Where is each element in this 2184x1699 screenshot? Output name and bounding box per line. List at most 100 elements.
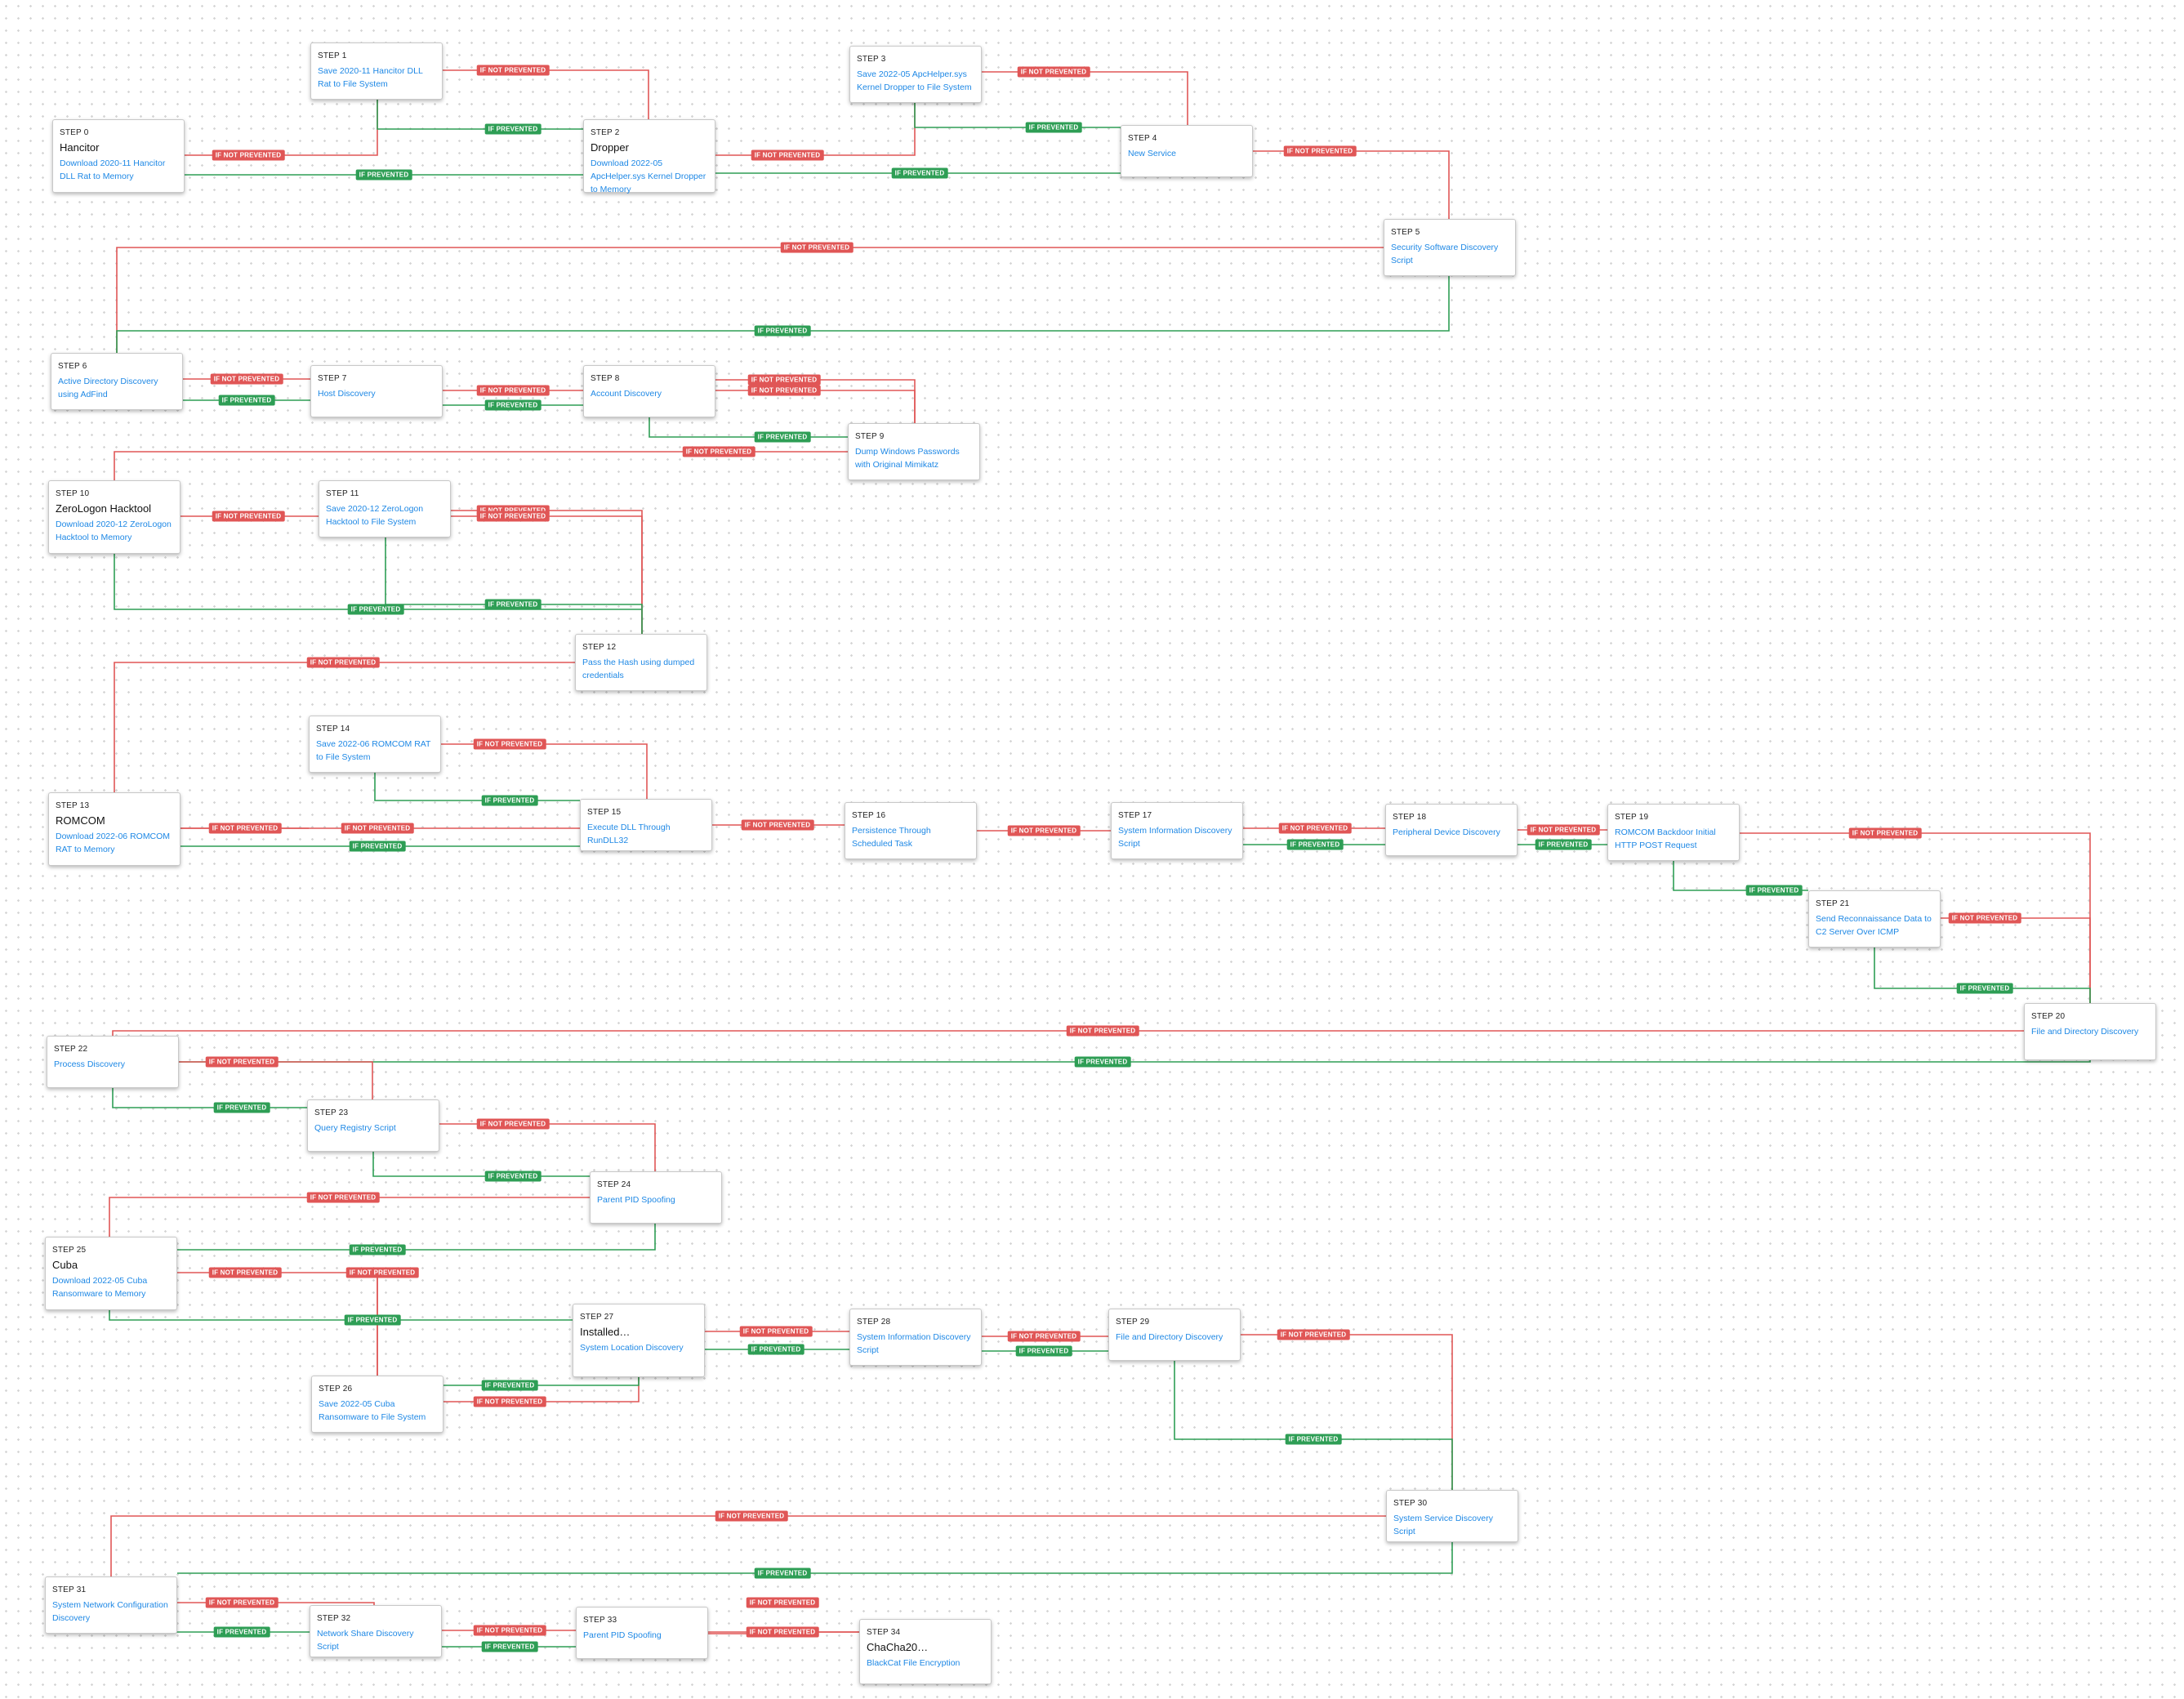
- step-node-24[interactable]: STEP 24 Parent PID Spoofing: [590, 1171, 722, 1224]
- step-number: STEP 7: [318, 374, 347, 383]
- step-description-link[interactable]: Download 2020-12 ZeroLogon Hacktool to M…: [56, 520, 172, 542]
- step-node-29[interactable]: STEP 29 File and Directory Discovery: [1108, 1309, 1241, 1361]
- step-description-link[interactable]: Download 2020-11 Hancitor DLL Rat to Mem…: [60, 158, 166, 181]
- step-node-19[interactable]: STEP 19 ROMCOM Backdoor Initial HTTP POST…: [1607, 804, 1740, 861]
- step-description-link[interactable]: Save 2022-05 ApcHelper.sys Kernel Droppe…: [857, 69, 972, 92]
- step-description-link[interactable]: Host Discovery: [318, 389, 376, 399]
- not-prevented-badge: IF NOT PREVENTED: [341, 823, 414, 834]
- step-description-link[interactable]: File and Directory Discovery: [1116, 1332, 1223, 1342]
- step-node-2[interactable]: STEP 2 Dropper Download 2022-05 ApcHelper.…: [583, 119, 715, 194]
- step-description-link[interactable]: Query Registry Script: [314, 1123, 396, 1133]
- step-description-link[interactable]: File and Directory Discovery: [2031, 1027, 2139, 1037]
- step-description-link[interactable]: Active Directory Discovery using AdFind: [58, 377, 158, 399]
- edge-s25-s27-prevented: [109, 1310, 573, 1321]
- step-number: STEP 19: [1615, 813, 1649, 822]
- not-prevented-badge: IF NOT PREVENTED: [1007, 1331, 1081, 1342]
- not-prevented-badge: IF NOT PREVENTED: [306, 657, 380, 668]
- not-prevented-badge: IF NOT PREVENTED: [780, 242, 854, 253]
- step-node-5[interactable]: STEP 5 Security Software Discovery Script: [1384, 219, 1516, 276]
- step-description-link[interactable]: Download 2022-05 ApcHelper.sys Kernel Dr…: [591, 158, 706, 194]
- step-node-1[interactable]: STEP 1 Save 2020-11 Hancitor DLL Rat to F…: [310, 42, 443, 100]
- step-node-15[interactable]: STEP 15 Execute DLL Through RunDLL32: [580, 799, 712, 851]
- step-node-23[interactable]: STEP 23 Query Registry Script: [307, 1099, 439, 1152]
- step-node-28[interactable]: STEP 28 System Information Discovery Scri…: [849, 1309, 982, 1366]
- step-description-link[interactable]: Pass the Hash using dumped credentials: [582, 658, 695, 680]
- step-node-8[interactable]: STEP 8 Account Discovery: [583, 365, 715, 417]
- step-description-link[interactable]: Persistence Through Scheduled Task: [852, 826, 931, 849]
- not-prevented-badge: IF NOT PREVENTED: [205, 1597, 279, 1608]
- step-node-31[interactable]: STEP 31 System Network Configuration Disc…: [45, 1576, 177, 1634]
- step-number: STEP 23: [314, 1108, 349, 1117]
- step-description-link[interactable]: Parent PID Spoofing: [583, 1630, 662, 1640]
- prevented-badge: IF PREVENTED: [1074, 1056, 1131, 1068]
- step-description-link[interactable]: Send Reconnaissance Data to C2 Server Ov…: [1816, 914, 1932, 937]
- step-node-32[interactable]: STEP 32 Network Share Discovery Script: [310, 1605, 442, 1657]
- step-description-link[interactable]: System Information Discovery Script: [857, 1332, 971, 1355]
- step-description-link[interactable]: New Service: [1128, 149, 1176, 158]
- step-description-link[interactable]: Execute DLL Through RunDLL32: [587, 823, 671, 845]
- step-description-link[interactable]: Download 2022-06 ROMCOM RAT to Memory: [56, 832, 171, 854]
- step-description-link[interactable]: System Network Configuration Discovery: [52, 1600, 168, 1623]
- step-description-link[interactable]: Peripheral Device Discovery: [1393, 827, 1500, 837]
- not-prevented-badge: IF NOT PREVENTED: [476, 1118, 550, 1130]
- prevented-badge: IF PREVENTED: [1286, 839, 1344, 850]
- step-node-11[interactable]: STEP 11 Save 2020-12 ZeroLogon Hacktool t…: [319, 480, 451, 537]
- step-title: Dropper: [591, 141, 629, 154]
- step-node-20[interactable]: STEP 20 File and Directory Discovery: [2024, 1003, 2156, 1060]
- prevented-badge: IF PREVENTED: [747, 1344, 805, 1355]
- step-description-link[interactable]: Account Discovery: [591, 389, 662, 399]
- step-description-link[interactable]: System Location Discovery: [580, 1343, 684, 1353]
- step-description-link[interactable]: Parent PID Spoofing: [597, 1195, 675, 1205]
- step-description-link[interactable]: System Information Discovery Script: [1118, 826, 1232, 849]
- step-description-link[interactable]: Security Software Discovery Script: [1391, 243, 1499, 265]
- step-number: STEP 18: [1393, 813, 1427, 822]
- step-description-link[interactable]: Download 2022-05 Cuba Ransomware to Memo…: [52, 1276, 148, 1299]
- step-description-link[interactable]: BlackCat File Encryption: [867, 1658, 961, 1668]
- step-node-16[interactable]: STEP 16 Persistence Through Scheduled Tas…: [845, 802, 977, 859]
- step-node-0[interactable]: STEP 0 Hancitor Download 2020-11 Hancitor …: [52, 119, 185, 193]
- step-node-3[interactable]: STEP 3 Save 2022-05 ApcHelper.sys Kernel …: [849, 46, 982, 103]
- step-description-link[interactable]: Network Share Discovery Script: [317, 1629, 414, 1652]
- step-node-25[interactable]: STEP 25 Cuba Download 2022-05 Cuba Ransomw…: [45, 1237, 177, 1310]
- step-description-link[interactable]: Save 2020-12 ZeroLogon Hacktool to File …: [326, 504, 424, 527]
- not-prevented-badge: IF NOT PREVENTED: [747, 374, 821, 386]
- step-node-33[interactable]: STEP 33 Parent PID Spoofing: [576, 1607, 708, 1659]
- step-node-30[interactable]: STEP 30 System Service Discovery Script: [1386, 1490, 1518, 1542]
- step-node-34[interactable]: STEP 34 ChaCha20… BlackCat File Encryption: [859, 1619, 992, 1684]
- step-node-10[interactable]: STEP 10 ZeroLogon Hacktool Download 2020-1…: [48, 480, 181, 554]
- not-prevented-badge: IF NOT PREVENTED: [746, 1626, 819, 1638]
- step-description-link[interactable]: Save 2022-06 ROMCOM RAT to File System: [316, 739, 431, 762]
- step-description-link[interactable]: Dump Windows Passwords with Original Mim…: [855, 447, 960, 470]
- step-node-4[interactable]: STEP 4 New Service: [1121, 125, 1253, 177]
- prevented-badge: IF PREVENTED: [213, 1626, 270, 1638]
- step-node-7[interactable]: STEP 7 Host Discovery: [310, 365, 443, 417]
- step-node-9[interactable]: STEP 9 Dump Windows Passwords with Origin…: [848, 423, 980, 480]
- step-number: STEP 25: [52, 1246, 87, 1255]
- step-node-17[interactable]: STEP 17 System Information Discovery Scri…: [1111, 802, 1243, 859]
- not-prevented-badge: IF NOT PREVENTED: [345, 1267, 419, 1278]
- edge-s23-s24-prevented: [372, 1152, 590, 1177]
- edge-s21-s20-prevented: [1874, 948, 2091, 1003]
- step-node-13[interactable]: STEP 13 ROMCOM Download 2022-06 ROMCOM RAT…: [48, 792, 181, 866]
- step-node-26[interactable]: STEP 26 Save 2022-05 Cuba Ransomware to F…: [311, 1376, 443, 1433]
- step-node-6[interactable]: STEP 6 Active Directory Discovery using A…: [51, 353, 183, 410]
- step-description-link[interactable]: ROMCOM Backdoor Initial HTTP POST Reques…: [1615, 827, 1716, 850]
- edge-s24-s25-not-prevented: [109, 1197, 590, 1237]
- edge-s12-s13-not-prevented: [114, 662, 575, 792]
- step-description-link[interactable]: Save 2020-11 Hancitor DLL Rat to File Sy…: [318, 66, 423, 89]
- step-node-18[interactable]: STEP 18 Peripheral Device Discovery: [1385, 804, 1518, 856]
- step-number: STEP 8: [591, 374, 620, 383]
- edge-s5-s6-prevented: [116, 276, 1450, 353]
- not-prevented-badge: IF NOT PREVENTED: [212, 149, 285, 161]
- step-node-12[interactable]: STEP 12 Pass the Hash using dumped creden…: [575, 634, 707, 691]
- step-node-22[interactable]: STEP 22 Process Discovery: [47, 1036, 179, 1088]
- step-number: STEP 17: [1118, 811, 1152, 820]
- step-node-21[interactable]: STEP 21 Send Reconnaissance Data to C2 Se…: [1808, 890, 1941, 948]
- step-number: STEP 14: [316, 725, 350, 734]
- step-description-link[interactable]: Process Discovery: [54, 1059, 125, 1069]
- step-number: STEP 6: [58, 362, 87, 371]
- step-node-14[interactable]: STEP 14 Save 2022-06 ROMCOM RAT to File S…: [309, 716, 441, 773]
- step-node-27[interactable]: STEP 27 Installed… System Location Discove…: [573, 1304, 705, 1377]
- step-description-link[interactable]: System Service Discovery Script: [1393, 1514, 1493, 1536]
- step-description-link[interactable]: Save 2022-05 Cuba Ransomware to File Sys…: [319, 1399, 426, 1422]
